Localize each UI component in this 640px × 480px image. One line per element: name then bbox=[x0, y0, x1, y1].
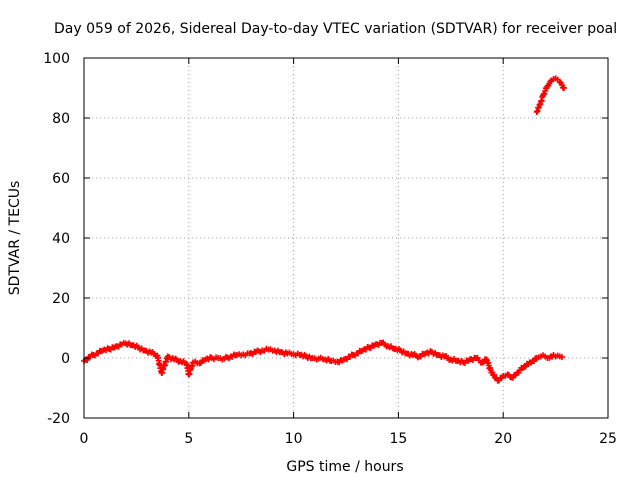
y-axis-label: SDTVAR / TECUs bbox=[7, 181, 23, 296]
x-tick-label: 10 bbox=[285, 431, 303, 447]
y-tick-label: 0 bbox=[61, 351, 70, 367]
chart-title: Day 059 of 2026, Sidereal Day-to-day VTE… bbox=[54, 21, 617, 37]
y-tick-label: -20 bbox=[47, 411, 70, 427]
x-tick-label: 25 bbox=[599, 431, 617, 447]
x-tick-label: 15 bbox=[389, 431, 407, 447]
y-tick-label: 100 bbox=[43, 51, 70, 67]
data-point bbox=[547, 78, 554, 85]
data-point bbox=[558, 354, 565, 361]
x-tick-label: 20 bbox=[494, 431, 512, 447]
data-point bbox=[560, 85, 567, 91]
y-tick-label: 40 bbox=[52, 231, 70, 247]
data-points bbox=[81, 75, 567, 384]
y-tick-label: 20 bbox=[52, 291, 70, 307]
x-tick-label: 0 bbox=[80, 431, 89, 447]
grid bbox=[84, 58, 608, 418]
x-tick-label: 5 bbox=[184, 431, 193, 447]
x-axis-label: GPS time / hours bbox=[286, 459, 403, 475]
y-tick-label: 80 bbox=[52, 111, 70, 127]
axis-ticks: 0 5 10 15 20 25 -20 0 20 40 60 80 100 bbox=[43, 51, 617, 447]
y-tick-label: 60 bbox=[52, 171, 70, 187]
